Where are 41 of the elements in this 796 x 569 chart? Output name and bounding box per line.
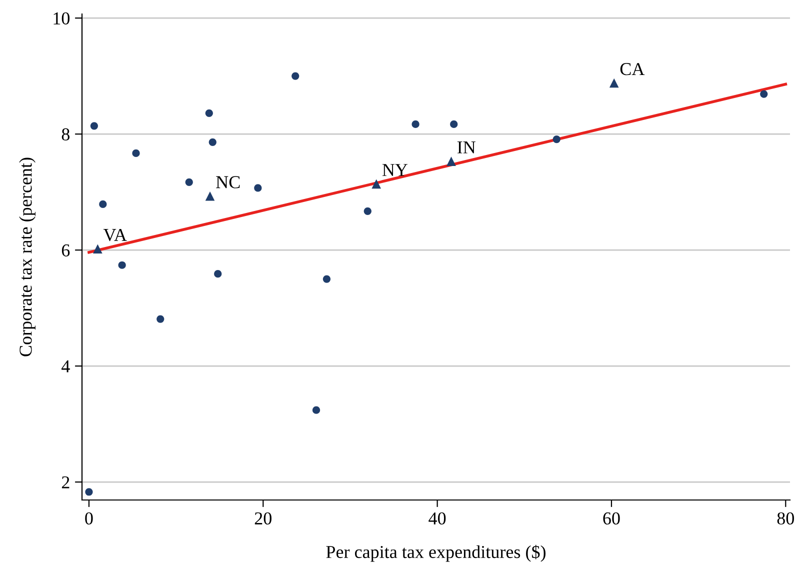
point [156, 315, 164, 323]
point [208, 138, 216, 146]
y-tick-label: 10 [54, 12, 70, 24]
point [760, 90, 768, 98]
annotation: IN [457, 141, 476, 154]
point [118, 261, 126, 269]
point [552, 135, 560, 144]
point [312, 406, 320, 414]
point [185, 178, 193, 186]
point [412, 120, 420, 128]
point [446, 156, 456, 166]
x-tick-label: 60 [603, 512, 620, 525]
point [205, 109, 213, 117]
point [364, 207, 372, 215]
point [205, 191, 215, 201]
point [85, 488, 93, 496]
point [254, 184, 262, 192]
x-tick-label: 20 [254, 512, 272, 525]
point [99, 200, 107, 208]
x-tick-label: 40 [428, 512, 446, 525]
y-tick-label: 2 [62, 476, 70, 488]
annotation: NC [216, 176, 240, 188]
annotation: NY [382, 164, 408, 176]
point [90, 122, 98, 130]
y-tick-label: 4 [62, 360, 70, 372]
y-tick-label: 8 [62, 128, 70, 140]
y-tick-label: 6 [62, 244, 70, 256]
point [292, 72, 300, 80]
point [214, 270, 222, 278]
x-tick-label: 0 [85, 512, 93, 525]
point [609, 78, 619, 88]
annotation: VA [103, 228, 127, 242]
point [322, 275, 331, 283]
x-axis-title: Per capita tax expenditures ($) [326, 544, 546, 562]
point [372, 179, 382, 189]
y-axis-title: Corporate tax rate (percent) [19, 158, 36, 356]
point [450, 120, 458, 128]
point [132, 149, 140, 157]
annotation: CA [620, 63, 645, 76]
point [93, 244, 102, 254]
x-tick-label: 80 [777, 512, 794, 525]
